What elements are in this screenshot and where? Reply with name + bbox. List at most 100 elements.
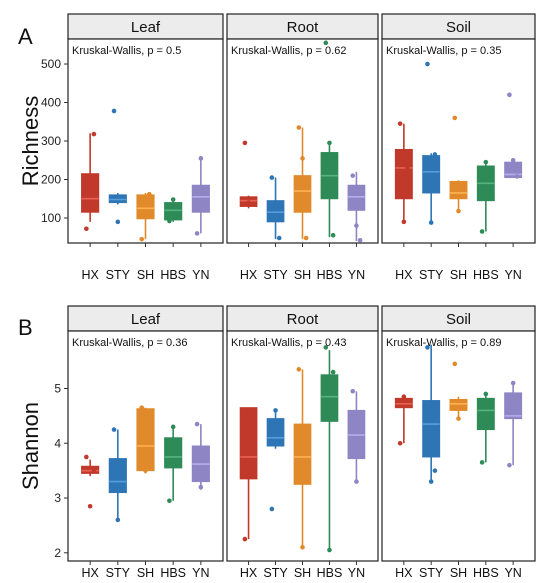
x-category-label: HBS [160,566,186,580]
data-point [425,345,430,350]
x-category-label: STY [106,566,131,580]
y-axis-label: Richness [18,96,43,186]
data-point [401,219,407,225]
data-point [357,238,363,243]
x-category-label: STY [106,268,131,282]
y-axis-label: Shannon [18,402,43,490]
data-point [143,197,148,202]
box [266,418,285,447]
box [164,437,183,469]
data-point [432,152,438,157]
facet-title: Leaf [131,311,161,328]
data-point [452,115,458,121]
data-point [354,223,359,228]
box [347,184,366,211]
box [108,458,127,494]
data-point [507,92,512,98]
x-category-label: HBS [317,566,343,580]
x-category-label: STY [263,566,288,580]
x-category-label: HX [81,268,99,282]
data-point [327,140,332,146]
data-point [194,231,200,236]
box [293,175,312,213]
data-point [330,233,336,238]
box [394,397,413,409]
kruskal-wallis-annotation: Kruskal-Wallis, p = 0.62 [231,45,346,57]
data-point [115,517,121,523]
data-point [401,394,407,400]
data-point [194,421,200,427]
data-point [198,156,204,161]
x-category-label: HX [240,566,258,580]
data-point [456,208,461,214]
facet-title: Leaf [131,19,161,36]
x-category-label: HBS [473,566,499,580]
x-category-label: HBS [317,268,343,282]
data-point [139,405,145,410]
facet-strip [67,305,224,332]
data-point [483,391,489,397]
data-point [111,108,117,114]
box [136,408,155,472]
data-point [269,175,275,180]
data-point [167,218,172,224]
data-point [242,140,248,146]
box [504,392,523,420]
x-category-label: YN [192,268,209,282]
data-point [300,156,305,161]
box [449,398,468,411]
box [81,465,100,474]
box [422,155,441,194]
data-point [479,460,485,465]
data-point [452,361,458,367]
x-category-label: SH [294,566,311,580]
data-point [111,427,117,432]
data-point [296,367,302,372]
data-point [246,200,251,205]
facet-title: Soil [446,311,471,328]
data-point [91,131,97,137]
data-point [456,416,461,421]
data-point [397,121,403,126]
data-point [300,545,305,550]
x-category-label: STY [263,268,288,282]
data-point [170,197,176,202]
box [239,407,258,480]
y-tick-label: 4 [54,436,61,450]
kruskal-wallis-annotation: Kruskal-Wallis, p = 0.5 [72,45,181,57]
facet-strip [381,13,536,40]
box [476,397,495,431]
x-category-label: SH [450,268,467,282]
data-point [115,219,121,225]
x-category-label: STY [419,566,444,580]
data-point [510,380,516,386]
data-point [143,468,148,473]
box [81,173,100,213]
data-point [273,408,278,413]
data-point [269,506,275,512]
data-point [483,159,489,165]
data-point [273,217,278,223]
x-category-label: YN [504,566,521,580]
data-point [323,345,329,350]
box [449,180,468,200]
data-point [170,424,176,430]
y-tick-label: 400 [41,96,61,110]
x-category-label: HBS [473,268,499,282]
kruskal-wallis-annotation: Kruskal-Wallis, p = 0.89 [386,337,501,349]
x-category-label: HBS [160,268,186,282]
data-point [510,157,516,163]
data-point [425,61,430,67]
x-category-label: SH [450,566,467,580]
facet-title: Soil [446,19,471,36]
x-category-label: SH [294,268,311,282]
data-point [397,440,403,446]
kruskal-wallis-annotation: Kruskal-Wallis, p = 0.43 [231,337,346,349]
data-point [479,229,485,234]
facet-strip [226,13,379,40]
data-point [354,479,359,484]
data-point [428,479,434,484]
panel-letter: B [18,315,33,340]
data-point [405,165,410,171]
